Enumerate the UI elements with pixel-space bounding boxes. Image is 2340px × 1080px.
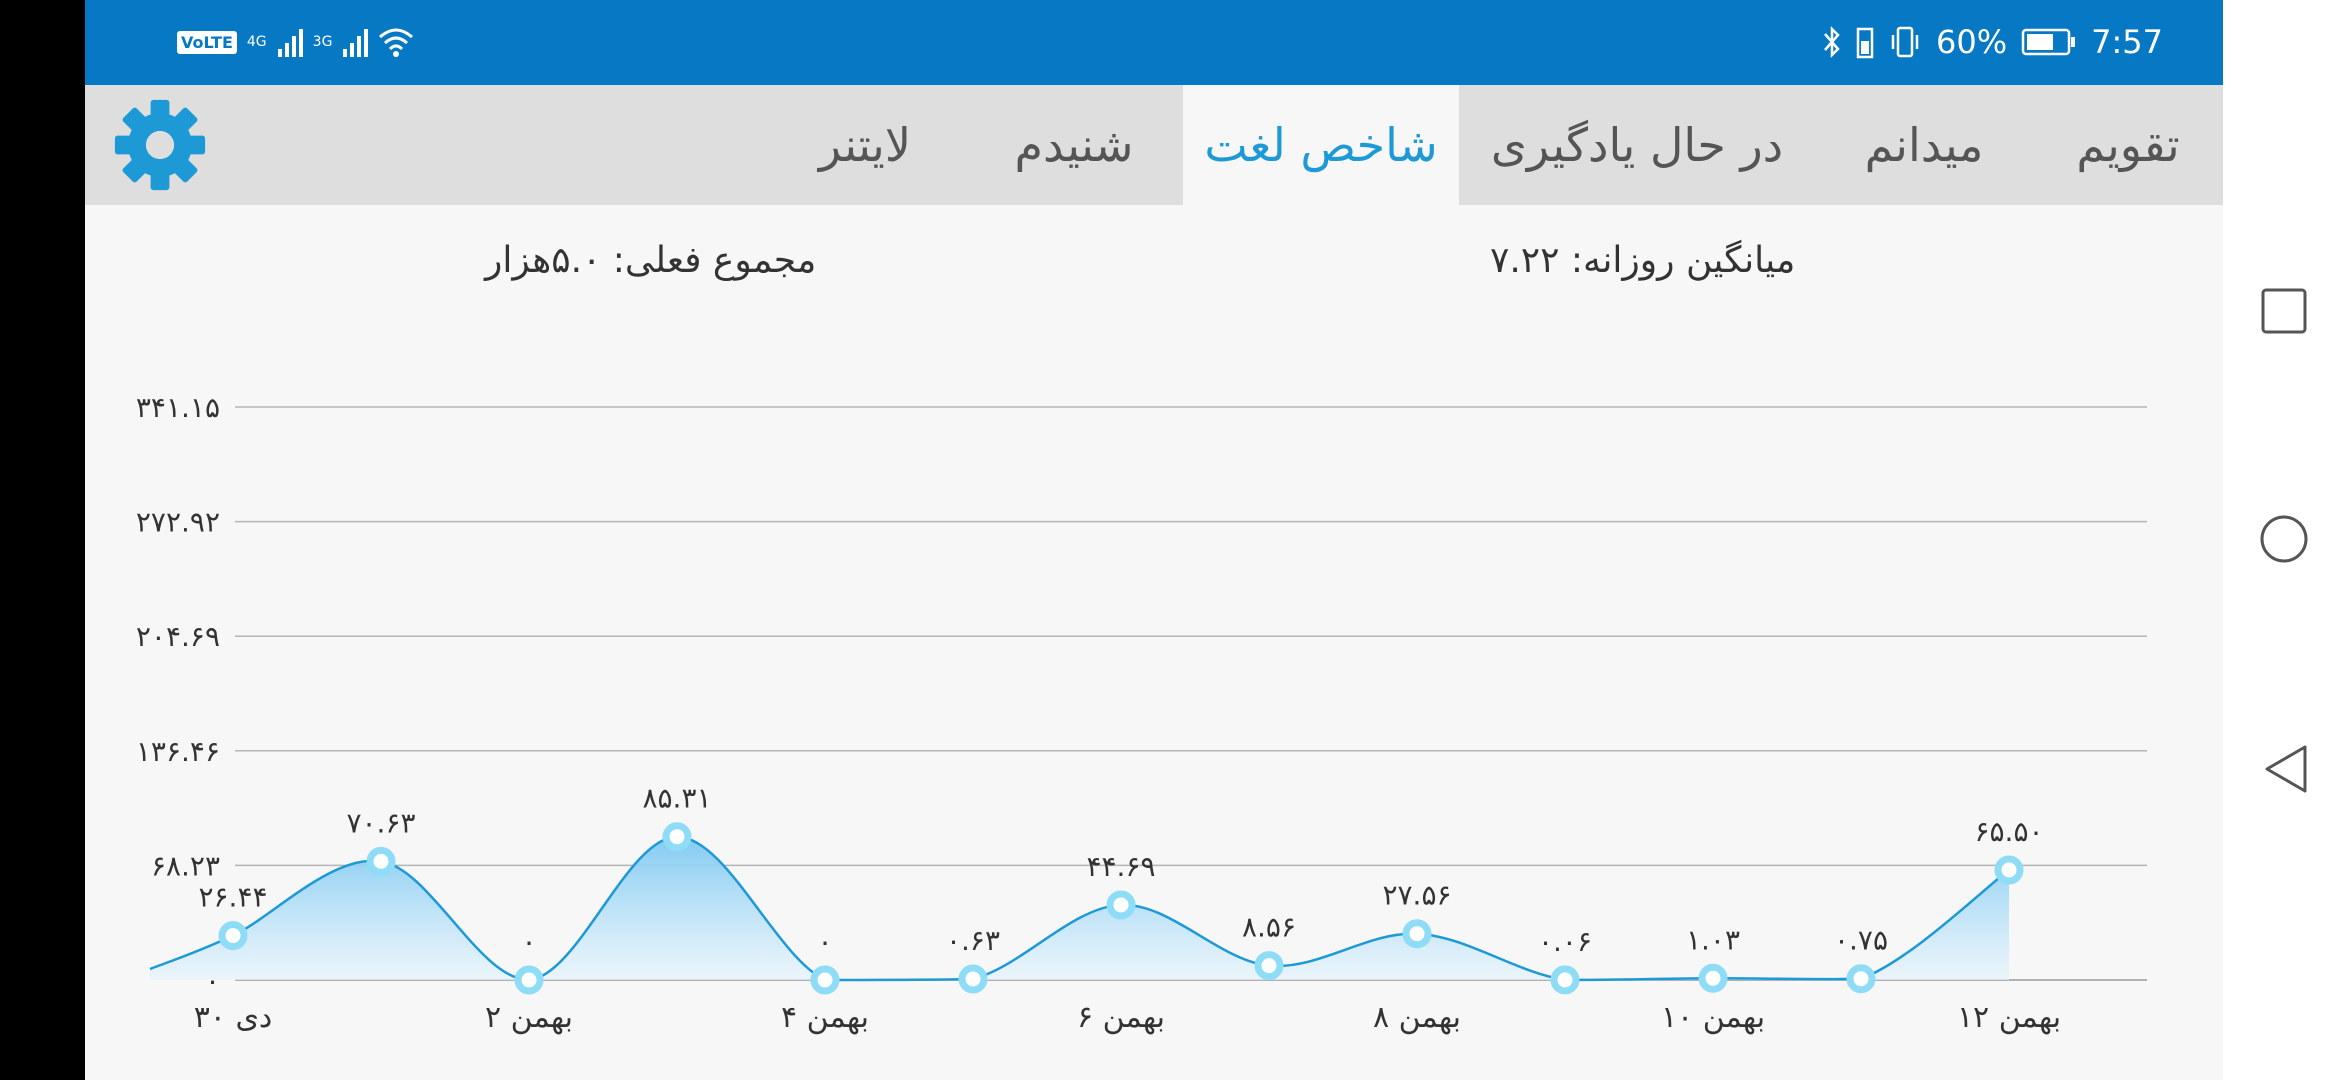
tab-calendar[interactable]: تقویم [2033,85,2223,205]
x-tick-label: ۶ بهمن [1077,1000,1165,1035]
data-point [1994,855,2024,885]
volte-icon: VoLTE [177,30,237,54]
tab-learning[interactable]: در حال یادگیری [1459,85,1815,205]
tab-leitner[interactable]: لایتنر [765,85,965,205]
data-point [1698,963,1728,993]
nav-bar [2223,0,2340,1080]
tab-heard[interactable]: شنیدم [965,85,1183,205]
y-tick-label: ۲۷۲.۹۲ [136,506,220,539]
tab-label: لایتنر [818,118,912,172]
network-type-2: 3G [312,34,333,50]
bluetooth-icon [1824,25,1840,59]
status-bar: VoLTE 4G 3G 60% 7:57 [85,0,2223,85]
data-label: ۰.۶۳ [946,924,1000,957]
data-label: ۷۰.۶۳ [346,806,415,839]
tab-label: شنیدم [1014,118,1134,172]
data-point [1254,951,1284,981]
x-tick-label: ۱۲ بهمن [1957,1000,2061,1035]
clock: 7:57 [2091,23,2163,61]
series-line [149,835,2010,982]
y-tick-label: ۲۰۴.۶۹ [136,620,220,653]
current-total: مجموع فعلی: ۵.۰هزار [485,240,817,281]
signal-icon [277,29,303,57]
data-label: ۶۵.۵۰ [1974,815,2043,848]
data-point [366,846,396,876]
signal-icon [343,29,369,57]
back-icon[interactable] [2263,744,2309,794]
vibrate-icon [1891,26,1919,58]
series-area [150,836,2009,980]
y-tick-label: ۳۴۱.۱۵ [136,391,220,424]
y-tick-label: ۶۸.۲۳ [151,849,220,882]
battery-small-icon [1856,27,1874,59]
tab-label: شاخص لغت [1204,118,1438,172]
data-point [662,822,692,852]
x-tick-label: ۴ بهمن [781,1000,869,1035]
data-point [218,921,248,951]
app-window: VoLTE 4G 3G 60% 7:57 تقویم میدانم در حال… [85,0,2223,1080]
home-icon[interactable] [2259,514,2309,564]
tab-label: در حال یادگیری [1490,118,1784,172]
data-label: ۰ [817,925,832,958]
data-label: ۱.۰۳ [1686,923,1740,956]
data-label: ۲۶.۴۴ [198,881,267,914]
battery-percent: 60% [1936,23,2008,61]
tab-bar: تقویم میدانم در حال یادگیری شاخص لغت شنی… [85,85,2223,205]
data-point [810,965,840,995]
x-tick-label: ۲ بهمن [485,1000,573,1035]
data-label: ۴۴.۶۹ [1086,850,1155,883]
data-label: ۰.۷۵ [1834,924,1888,957]
x-tick-label: ۸ بهمن [1373,1000,1461,1035]
network-type-1: 4G [246,34,267,50]
tab-label: تقویم [2076,118,2180,172]
wifi-icon [379,28,414,57]
x-tick-label: ۳۰ دی [194,1000,273,1035]
data-label: ۸.۵۶ [1242,911,1296,944]
data-point [1106,890,1136,920]
data-label: ۲۷.۵۶ [1382,879,1451,912]
gear-icon[interactable] [113,98,207,192]
data-label: ۰ [521,925,536,958]
data-point [1402,919,1432,949]
y-tick-label: ۱۳۶.۴۶ [136,735,220,768]
battery-icon [2021,28,2076,56]
tab-known[interactable]: میدانم [1815,85,2033,205]
data-label: ۸۵.۳۱ [642,782,711,815]
data-point [514,965,544,995]
data-point [1846,964,1876,994]
recents-icon[interactable] [2261,288,2307,334]
tab-word-index[interactable]: شاخص لغت [1183,85,1459,205]
word-index-chart: ۰ ۶۸.۲۳ ۱۳۶.۴۶ ۲۰۴.۶۹ ۲۷۲.۹۲ ۳۴۱.۱۵ ۲۶.۴۴ ۷۰.۶… [136,391,2147,1035]
x-tick-label: ۱۰ بهمن [1661,1000,1765,1035]
tab-label: میدانم [1864,118,1984,172]
daily-average: میانگین روزانه: ۷.۲۲ [1490,240,1796,281]
data-point [1550,965,1580,995]
data-point [958,964,988,994]
data-label: ۰.۰۶ [1538,925,1592,958]
